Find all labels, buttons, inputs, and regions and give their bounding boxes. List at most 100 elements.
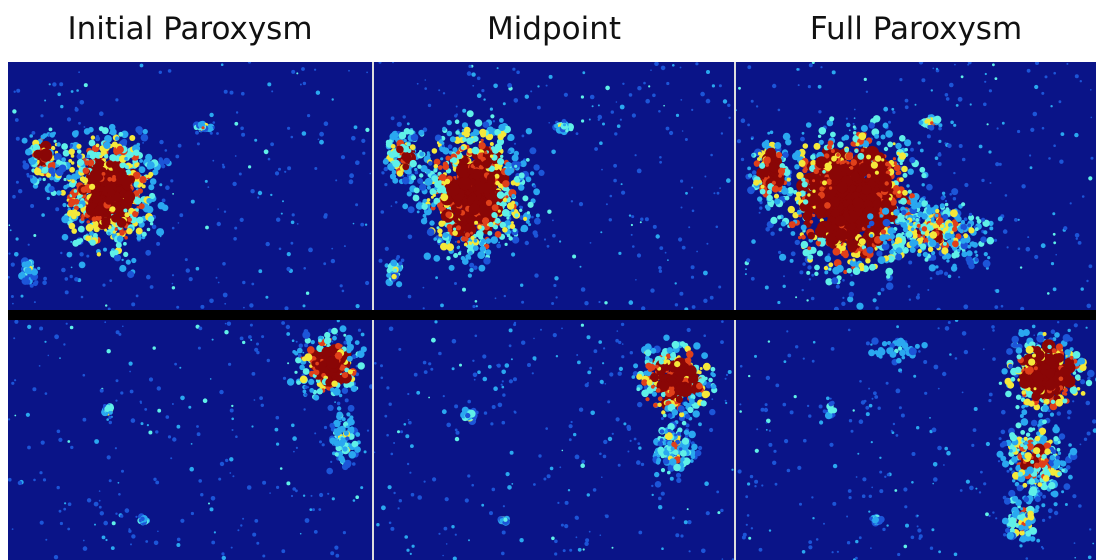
- speckle: [379, 61, 382, 64]
- speckle: [559, 240, 561, 242]
- speckle: [703, 299, 707, 303]
- activity-blob: [807, 193, 810, 196]
- speckle: [452, 367, 455, 370]
- activity-blob: [442, 144, 445, 147]
- speckle: [604, 301, 607, 304]
- activity-blob: [465, 232, 470, 237]
- speckle: [428, 104, 431, 107]
- activity-blob: [442, 127, 446, 131]
- speckle: [650, 288, 654, 292]
- speckle: [638, 531, 642, 535]
- activity-blob: [33, 150, 42, 159]
- activity-blob: [447, 120, 452, 125]
- speckle: [391, 116, 395, 120]
- speckle: [115, 513, 117, 515]
- speckle: [620, 105, 625, 110]
- speckle: [296, 341, 298, 343]
- speckle: [230, 409, 234, 413]
- activity-blob: [443, 232, 449, 238]
- speckle: [180, 396, 185, 401]
- speckle: [74, 277, 78, 281]
- activity-blob: [922, 183, 925, 186]
- speckle: [11, 382, 14, 385]
- activity-blob: [778, 174, 782, 178]
- speckle: [358, 161, 360, 163]
- speckle: [424, 481, 426, 483]
- speckle: [355, 495, 359, 499]
- speckle: [584, 301, 588, 305]
- activity-blob: [498, 210, 501, 213]
- activity-blob: [831, 149, 835, 153]
- speckle: [18, 189, 22, 193]
- activity-blob: [869, 122, 875, 128]
- speckle: [1041, 92, 1044, 95]
- speckle: [873, 298, 877, 302]
- speckle: [578, 548, 582, 552]
- speckle: [581, 460, 585, 464]
- speckle: [547, 245, 550, 248]
- speckle: [706, 99, 711, 104]
- speckle: [728, 370, 732, 374]
- speckle: [186, 268, 190, 272]
- speckle: [227, 322, 231, 326]
- activity-blob: [830, 197, 840, 207]
- activity-blob: [57, 142, 61, 146]
- activity-blob: [77, 149, 82, 154]
- activity-blob: [987, 256, 990, 259]
- speckle: [276, 218, 280, 222]
- speckle: [224, 330, 228, 334]
- speckle: [551, 150, 556, 155]
- activity-blob: [123, 191, 135, 203]
- activity-blob: [119, 230, 125, 236]
- activity-blob: [427, 186, 431, 190]
- activity-blob: [308, 379, 314, 385]
- speckle: [256, 542, 259, 545]
- activity-blob: [940, 203, 945, 208]
- speckle: [800, 137, 805, 142]
- speckle: [583, 548, 585, 550]
- activity-blob: [887, 142, 893, 148]
- activity-blob: [105, 135, 112, 142]
- speckle: [593, 488, 597, 492]
- speckle: [576, 132, 579, 135]
- activity-blob: [814, 265, 820, 271]
- speckle: [1075, 74, 1079, 78]
- speckle: [99, 490, 101, 492]
- activity-blob: [497, 191, 505, 199]
- speckle: [334, 546, 338, 550]
- speckle: [379, 259, 383, 263]
- speckle: [468, 65, 471, 68]
- speckle: [80, 100, 85, 105]
- activity-blob: [156, 228, 164, 236]
- activity-blob: [142, 184, 146, 188]
- activity-blob: [760, 189, 766, 195]
- speckle: [153, 478, 156, 481]
- activity-blob: [935, 214, 939, 218]
- speckle: [232, 429, 234, 431]
- panel-background: [736, 62, 1096, 310]
- activity-blob: [875, 171, 879, 175]
- speckle: [129, 371, 131, 373]
- activity-blob: [314, 370, 320, 376]
- speckle: [424, 370, 428, 374]
- activity-blob: [779, 228, 783, 232]
- activity-blob: [477, 225, 481, 229]
- speckle: [571, 200, 573, 202]
- activity-blob: [107, 232, 110, 235]
- activity-blob: [893, 209, 900, 216]
- speckle: [675, 282, 677, 284]
- speckle: [284, 171, 286, 173]
- speckle: [1091, 157, 1094, 160]
- speckle: [395, 201, 398, 204]
- speckle: [234, 227, 237, 230]
- speckle: [216, 277, 218, 279]
- activity-blob: [891, 240, 895, 244]
- activity-blob: [902, 219, 906, 223]
- speckle: [269, 492, 271, 494]
- speckle: [381, 377, 384, 380]
- speckle: [49, 83, 51, 85]
- activity-blob: [358, 362, 365, 369]
- activity-blob: [304, 343, 308, 347]
- activity-blob: [514, 165, 517, 168]
- speckle: [130, 543, 132, 545]
